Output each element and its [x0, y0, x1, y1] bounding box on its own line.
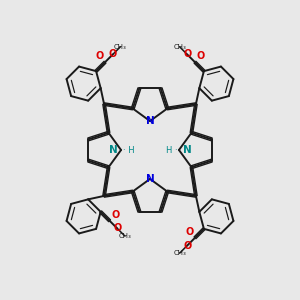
Text: O: O: [183, 50, 191, 59]
Text: CH₃: CH₃: [173, 44, 186, 50]
Text: O: O: [183, 241, 191, 250]
Text: N: N: [109, 145, 117, 155]
Text: O: O: [109, 50, 117, 59]
Text: N: N: [183, 145, 191, 155]
Text: N: N: [146, 174, 154, 184]
Text: H ·: H ·: [166, 146, 177, 154]
Text: CH₃: CH₃: [114, 44, 127, 50]
Text: O: O: [111, 210, 119, 220]
Text: CH₃: CH₃: [173, 250, 186, 256]
Text: CH₃: CH₃: [118, 233, 131, 239]
Text: O: O: [95, 51, 103, 62]
Text: · H: · H: [123, 146, 134, 154]
Text: O: O: [185, 227, 193, 237]
Text: N: N: [146, 116, 154, 126]
Text: O: O: [196, 51, 205, 62]
Text: O: O: [113, 224, 122, 233]
